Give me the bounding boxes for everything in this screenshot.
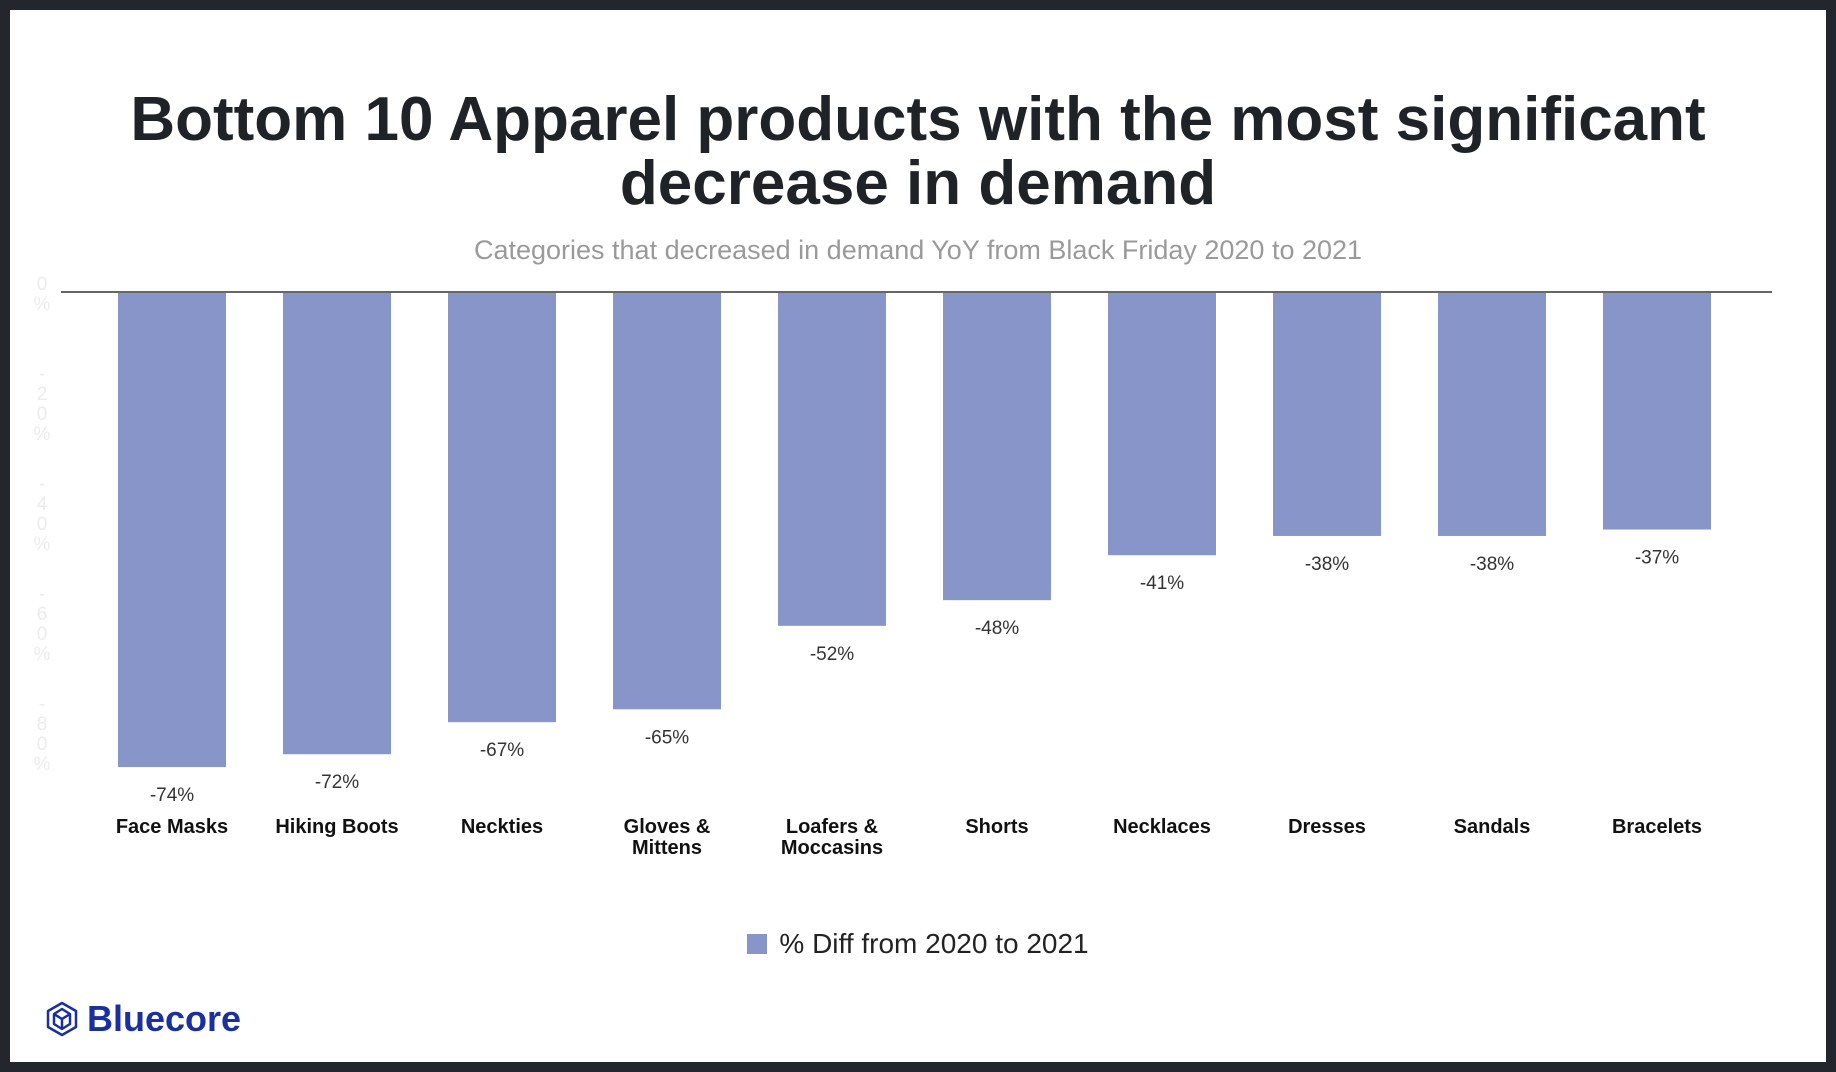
y-tick-label: -4 0% xyxy=(34,474,51,555)
data-label: -52% xyxy=(810,644,854,665)
bar xyxy=(1273,292,1381,536)
data-label: -48% xyxy=(975,618,1019,639)
category-label: Necklaces xyxy=(1113,816,1211,838)
chart-title: Bottom 10 Apparel products with the most… xyxy=(130,85,1706,218)
category-label: Sandals xyxy=(1454,816,1531,838)
legend-label: % Diff from 2020 to 2021 xyxy=(779,928,1089,959)
bar xyxy=(283,292,391,755)
data-label: -74% xyxy=(150,785,194,806)
bar xyxy=(943,292,1051,601)
data-label: -72% xyxy=(315,772,359,793)
bar xyxy=(448,292,556,723)
bar xyxy=(1603,292,1711,530)
bar xyxy=(1108,292,1216,556)
chart-subtitle: Categories that decreased in demand YoY … xyxy=(473,235,1363,265)
y-tick-label: -8 0% xyxy=(34,694,51,775)
category-label: Gloves & Mittens xyxy=(624,816,711,859)
data-label: -38% xyxy=(1305,554,1349,575)
legend: % Diff from 2020 to 2021 xyxy=(10,928,1826,960)
data-label: -65% xyxy=(645,727,689,748)
category-label: Face Masks xyxy=(116,816,228,838)
bar xyxy=(613,292,721,710)
category-label: Bracelets xyxy=(1612,816,1702,838)
bar-chart: 0 % -2 0 % -4 0 % -6 0 % -8 0 % -74% Face Masks -72% Hiki… xyxy=(34,274,1772,859)
legend-swatch xyxy=(747,934,768,954)
data-label: -67% xyxy=(480,740,524,761)
cube-icon xyxy=(46,1001,78,1037)
category-label: Hiking Boots xyxy=(275,816,398,838)
bar xyxy=(778,292,886,626)
bar xyxy=(118,292,226,768)
data-label: -41% xyxy=(1140,573,1184,594)
y-tick-label: -6 0% xyxy=(34,584,51,665)
y-tick-label: -2 0% xyxy=(34,364,51,445)
category-label: Shorts xyxy=(965,816,1028,838)
y-tick-label: 0% xyxy=(34,274,51,315)
data-label: -37% xyxy=(1635,548,1679,569)
logo-text: Bluecore xyxy=(87,998,242,1039)
chart-panel: Bottom 10 Apparel products with the most… xyxy=(10,10,1826,1062)
category-label: Dresses xyxy=(1288,816,1366,838)
category-label: Neckties xyxy=(461,816,543,838)
data-label: -38% xyxy=(1470,554,1514,575)
bluecore-logo: Bluecore xyxy=(45,998,241,1040)
category-label: Loafers & Moccasins xyxy=(781,816,883,859)
bar xyxy=(1438,292,1546,536)
